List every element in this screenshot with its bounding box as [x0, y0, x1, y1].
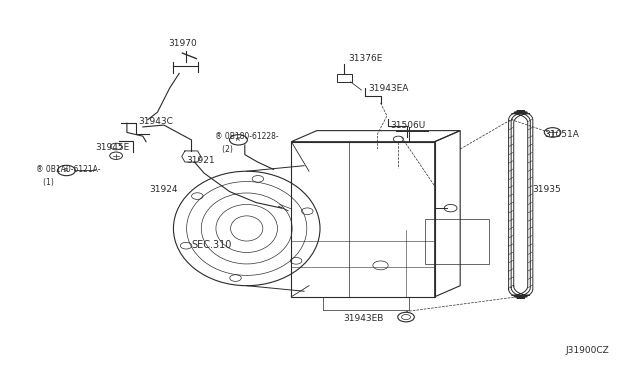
Text: 31935: 31935 [532, 185, 561, 194]
Text: (1): (1) [36, 178, 54, 187]
Text: ® 0B1A0-6121A-: ® 0B1A0-6121A- [36, 165, 101, 174]
Text: ® 0B180-61228-: ® 0B180-61228- [215, 132, 278, 141]
Text: (2): (2) [215, 145, 233, 154]
Text: SEC.310: SEC.310 [191, 240, 232, 250]
Text: J31900CZ: J31900CZ [566, 346, 609, 355]
Text: 31970: 31970 [168, 39, 197, 48]
Text: 31943EA: 31943EA [368, 84, 408, 93]
Text: 31943EB: 31943EB [343, 314, 384, 323]
Text: 31943C: 31943C [138, 117, 173, 126]
Text: 31924: 31924 [150, 185, 178, 194]
Text: 31506U: 31506U [390, 121, 426, 129]
Text: 31051A: 31051A [545, 130, 580, 139]
Text: 31945E: 31945E [96, 143, 130, 152]
Text: 31376E: 31376E [349, 54, 383, 63]
Text: 31921: 31921 [186, 155, 215, 165]
Text: R: R [236, 137, 241, 142]
Text: R: R [64, 168, 68, 173]
